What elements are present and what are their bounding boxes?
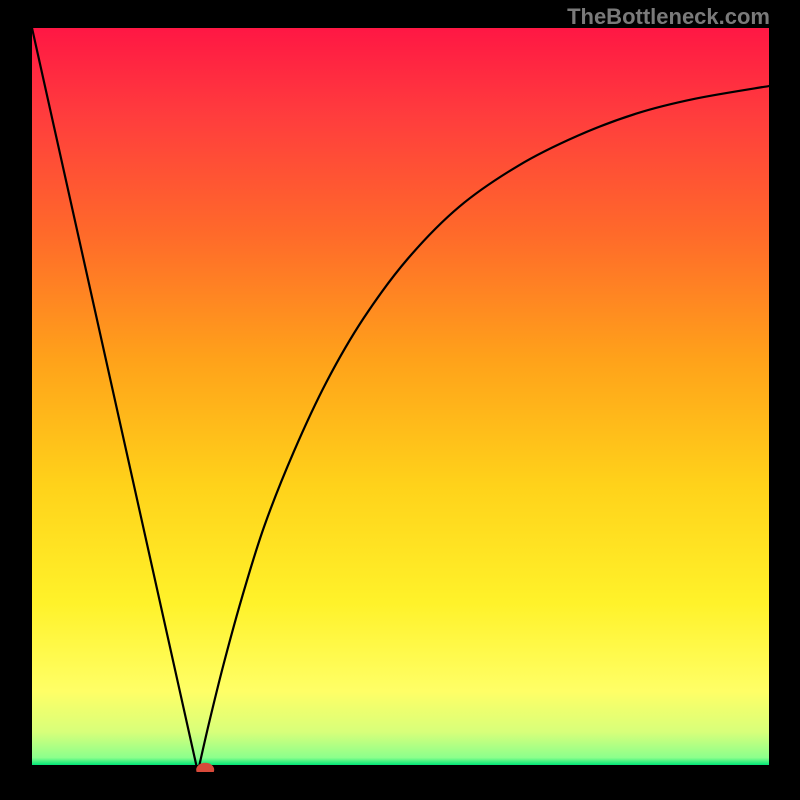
curve-path bbox=[32, 28, 769, 772]
curve-layer bbox=[32, 28, 769, 772]
chart-root: TheBottleneck.com bbox=[0, 0, 800, 800]
watermark-text: TheBottleneck.com bbox=[567, 4, 770, 30]
plot-area bbox=[32, 28, 769, 772]
